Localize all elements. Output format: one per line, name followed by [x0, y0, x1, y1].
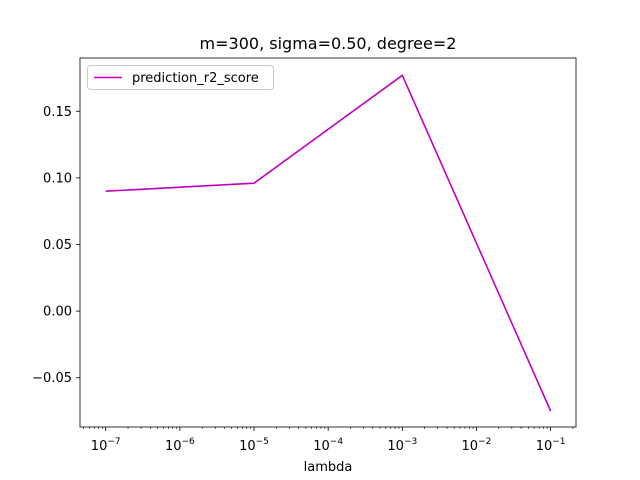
series-line [105, 74, 552, 412]
y-tick-label: 0.05 [43, 238, 72, 253]
x-axis-label: lambda [304, 460, 353, 475]
y-tick-label: −0.05 [32, 371, 72, 386]
chart-title: m=300, sigma=0.50, degree=2 [200, 34, 457, 53]
x-tick-label: 10−5 [239, 437, 269, 454]
y-tick-label: 0.00 [43, 305, 72, 320]
y-tick-label: 0.10 [43, 171, 72, 186]
legend-label: prediction_r2_score [132, 71, 259, 86]
x-tick-label: 10−7 [91, 437, 121, 454]
x-tick-label: 10−1 [536, 437, 566, 454]
x-tick-label: 10−2 [462, 437, 492, 454]
axes-frame [79, 57, 577, 428]
plot-area: 10−7 10−6 10−5 10−4 10−3 10−2 10−1 −0.05 0.00 0.0… [32, 57, 577, 454]
legend: prediction_r2_score [87, 65, 274, 90]
x-tick-label: 10−3 [387, 437, 417, 454]
x-tick-label: 10−4 [313, 437, 343, 454]
y-tick-label: 0.15 [43, 105, 72, 120]
legend-box [87, 65, 274, 90]
x-tick-label: 10−6 [165, 437, 195, 454]
